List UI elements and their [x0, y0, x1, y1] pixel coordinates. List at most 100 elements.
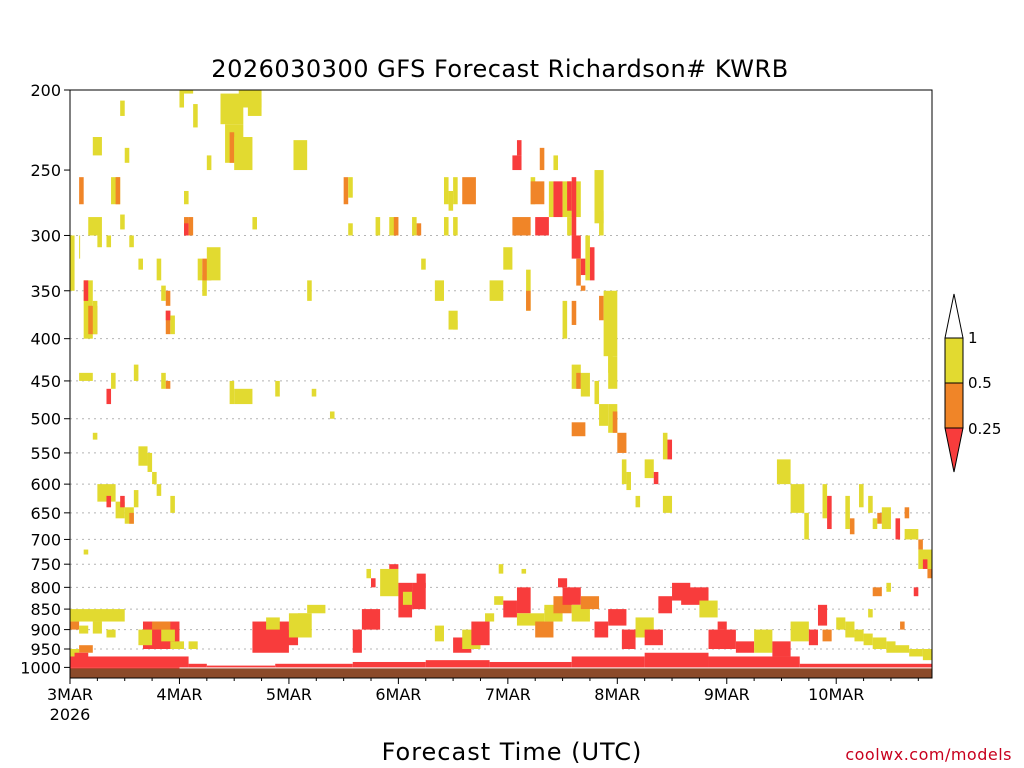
ground-layer: [70, 668, 932, 678]
plot-area: [69, 89, 933, 679]
ri-cell: [443, 217, 449, 236]
ri-cell: [886, 582, 891, 592]
colorbar-label-1: 1: [968, 329, 978, 347]
ri-cell: [453, 320, 458, 330]
ri-cell: [348, 177, 353, 198]
ri-cell: [188, 641, 198, 649]
ri-cell: [161, 629, 175, 642]
ri-cell: [412, 582, 426, 610]
ri-cell: [599, 404, 609, 426]
ri-cell: [708, 629, 736, 649]
ri-cell: [106, 495, 112, 508]
ri-cell: [553, 181, 563, 218]
x-tick-label: 3MAR: [47, 685, 93, 704]
ri-cell: [868, 609, 873, 618]
ri-cell: [922, 559, 928, 569]
ri-cell: [443, 177, 449, 205]
ri-cell: [603, 290, 618, 357]
ri-cell: [361, 609, 381, 630]
ri-cell: [152, 621, 171, 630]
richardson-cells: [70, 90, 932, 670]
ri-cell: [266, 617, 280, 630]
ri-cell: [184, 223, 189, 236]
ri-cell: [530, 181, 545, 205]
ri-cell: [375, 217, 381, 236]
ri-cell: [343, 177, 349, 205]
y-tick-label: 650: [30, 504, 61, 523]
ri-cell: [371, 578, 376, 588]
ri-cell: [120, 214, 125, 230]
ri-cell: [453, 217, 458, 236]
ri-cell: [156, 484, 162, 496]
ri-cell: [416, 223, 422, 236]
ri-cell: [571, 235, 581, 259]
ri-cell: [699, 600, 718, 618]
ri-cell: [512, 155, 522, 171]
ri-cell: [498, 564, 504, 574]
ri-cell: [252, 217, 257, 230]
ri-cell: [790, 621, 809, 642]
y-tick-label: 450: [30, 372, 61, 391]
ri-cell: [822, 484, 828, 519]
ri-cell: [535, 217, 549, 236]
ri-cell: [170, 495, 175, 513]
ri-cell: [886, 641, 896, 653]
ri-cell: [70, 667, 180, 670]
ri-cell: [489, 280, 504, 301]
ri-cell: [562, 300, 568, 339]
ri-cell: [580, 372, 590, 397]
ri-cell: [448, 310, 458, 330]
ri-cell: [608, 609, 627, 626]
ri-cell: [92, 432, 98, 440]
ri-cell: [553, 155, 559, 171]
ri-cell: [133, 364, 139, 381]
ri-cell: [366, 568, 372, 579]
ri-cell: [471, 621, 490, 646]
y-tick-label: 550: [30, 444, 61, 463]
ri-cell: [165, 310, 171, 335]
y-tick-label: 950: [30, 640, 61, 659]
ri-cell: [184, 190, 189, 205]
x-tick-label: 6MAR: [375, 685, 421, 704]
ri-cell: [662, 432, 668, 460]
ri-cell: [170, 641, 185, 649]
ri-cell: [425, 660, 490, 668]
ri-cell: [849, 518, 855, 535]
ri-cell: [571, 422, 586, 437]
ri-cell: [562, 587, 581, 605]
ri-cell: [106, 235, 112, 248]
ri-cell: [526, 269, 531, 311]
y-tick-label: 400: [30, 330, 61, 349]
ri-cell: [558, 578, 568, 588]
x-tick-label: 5MAR: [266, 685, 312, 704]
ri-cell: [307, 604, 326, 614]
ri-cell: [895, 518, 901, 540]
ri-cell: [329, 411, 335, 419]
y-tick-label: 300: [30, 226, 61, 245]
ri-cell: [872, 587, 882, 597]
ri-cell: [156, 258, 162, 281]
ri-cell: [868, 495, 873, 513]
ri-cell: [548, 181, 554, 218]
ri-cell: [836, 617, 846, 630]
ri-cell: [79, 625, 89, 634]
ri-cell: [393, 217, 399, 236]
ri-cell: [120, 100, 125, 116]
ri-cell: [106, 629, 116, 638]
ri-cell: [70, 648, 80, 657]
ri-cell: [434, 625, 444, 642]
ri-cell: [776, 459, 791, 485]
ri-cell: [772, 641, 791, 657]
ri-cell: [133, 490, 139, 508]
ri-cell: [881, 507, 891, 530]
ri-cell: [494, 596, 504, 605]
ri-cell: [389, 564, 399, 569]
ri-cell: [70, 235, 75, 291]
ri-cell: [79, 645, 93, 653]
ri-cell: [854, 629, 864, 642]
ri-cell: [179, 90, 185, 108]
colorbar-top-triangle: [944, 293, 964, 339]
y-tick-label: 350: [30, 282, 61, 301]
ri-cell: [70, 621, 80, 630]
